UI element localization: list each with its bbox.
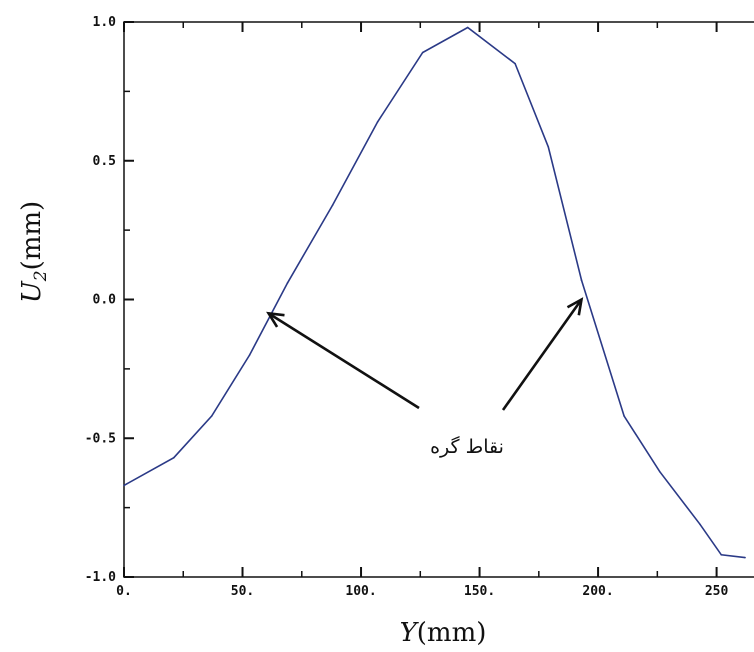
- x-axis-var: Y: [400, 618, 420, 648]
- data-point: [547, 146, 550, 148]
- y-tick-label: 0.5: [93, 154, 116, 169]
- y-axis-label: U2(mm): [17, 201, 51, 303]
- data-point: [466, 26, 469, 29]
- x-axis-label: Y(mm): [400, 618, 487, 648]
- annotation-arrow: [267, 312, 420, 410]
- y-axis-unit: (mm): [17, 201, 47, 271]
- data-point: [699, 523, 701, 526]
- data-point: [744, 556, 746, 559]
- data-point: [376, 121, 379, 123]
- x-axis-ticks: 0. 50. 100. 150. 200. 250: [116, 22, 729, 599]
- data-point: [720, 554, 723, 556]
- y-axis-ticks: -1.0 -0.5 0.0 0.5 1.0: [85, 15, 134, 585]
- y-tick-label: 0.0: [93, 293, 117, 308]
- x-tick-label: 150.: [464, 584, 495, 599]
- data-point: [421, 51, 424, 54]
- data-point: [623, 415, 625, 417]
- data-point: [172, 456, 175, 459]
- x-tick-label: 100.: [345, 584, 376, 599]
- data-point: [248, 354, 251, 356]
- data-point: [658, 470, 661, 473]
- x-tick-label: 200.: [582, 584, 613, 599]
- data-point: [514, 62, 516, 65]
- series-line: [123, 26, 746, 559]
- data-point: [210, 415, 213, 417]
- y-tick-label: 1.0: [93, 15, 117, 30]
- data-point: [123, 484, 125, 487]
- x-axis-unit: (mm): [417, 618, 487, 648]
- y-axis-var: U: [17, 280, 47, 303]
- plot-frame: [123, 21, 754, 578]
- annotation-arrowhead: [266, 311, 285, 328]
- y-tick-label: -1.0: [85, 570, 116, 585]
- x-tick-label: 250: [705, 584, 729, 599]
- annotation-layer: نقاط گره: [266, 297, 584, 458]
- annotation-label: نقاط گره: [430, 435, 504, 458]
- x-tick-label: 50.: [231, 584, 254, 599]
- y-tick-label: -0.5: [85, 431, 116, 446]
- series-layer: [123, 26, 746, 559]
- data-point: [331, 204, 334, 206]
- annotation-arrow: [501, 298, 583, 411]
- annotation-arrowhead: [566, 297, 584, 316]
- y-axis-sub: 2: [31, 270, 51, 282]
- data-point: [580, 279, 583, 281]
- data-point: [286, 282, 289, 284]
- x-tick-label: 0.: [116, 584, 132, 599]
